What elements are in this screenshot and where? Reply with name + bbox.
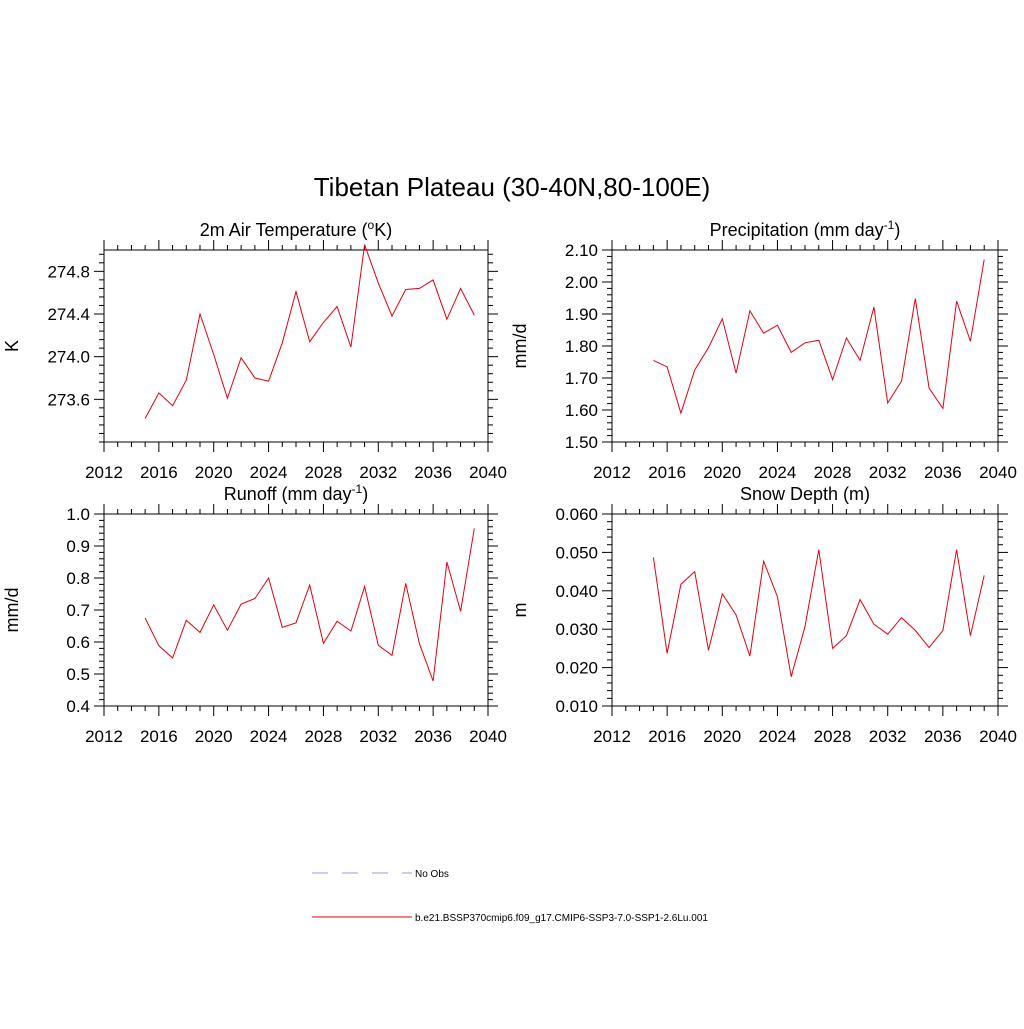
panel-4-series-line (652, 549, 985, 677)
panel-4-xtick-label: 2036 (924, 727, 962, 746)
panel-3-ytick-label: 0.5 (66, 665, 90, 684)
panel-4-frame (611, 513, 999, 707)
panel-4: Snow Depth (m) m 2012 2016 2020 2024 2028 2032 2… (510, 484, 1017, 746)
panel-2-ytick-label: 1.80 (565, 337, 598, 356)
panel-3-ytick-label: 0.9 (66, 537, 90, 556)
panel-3-xtick-label: 2028 (305, 727, 343, 746)
panel-3-series-line (144, 528, 475, 682)
panel-1-xtick-label: 2028 (305, 463, 343, 482)
panel-2-ytick-label: 2.10 (565, 241, 598, 260)
panel-1-title: 2m Air Temperature (oK) (200, 218, 392, 240)
panel-1-ytick-label: 274.4 (47, 305, 90, 324)
legend-label-model: b.e21.BSSP370cmip6.f09_g17.CMIP6-SSP3-7.… (415, 913, 708, 924)
panel-3-ytick-label: 0.7 (66, 601, 90, 620)
panel-2-frame (611, 249, 999, 443)
panel-3-ytick-label: 1.0 (66, 505, 90, 524)
panel-4-title-main: Snow Depth (m) (740, 484, 870, 504)
panel-3-title-main: Runoff (mm day (224, 484, 352, 504)
panel-2-xtick-label: 2032 (869, 463, 907, 482)
panel-3-ytick-label: 0.6 (66, 633, 90, 652)
panel-3-frame (103, 513, 489, 707)
figure-title: Tibetan Plateau (30-40N,80-100E) (314, 172, 711, 202)
panel-1-ytick-label: 274.0 (47, 348, 90, 367)
panel-3-title-sup: -1 (352, 482, 363, 496)
panel-2-xtick-label: 2036 (924, 463, 962, 482)
panel-1-xtick-label: 2024 (250, 463, 288, 482)
panel-1-ylabel: K (2, 340, 22, 352)
panel-1-series-line (144, 244, 475, 419)
legend: No Obs b.e21.BSSP370cmip6.f09_g17.CMIP6-… (312, 869, 708, 924)
panel-2-xtick-label: 2016 (648, 463, 686, 482)
panel-2-title-sup: -1 (884, 218, 895, 232)
panel-2-xtick-label: 2024 (759, 463, 797, 482)
panel-3-xtick-label: 2036 (414, 727, 452, 746)
panel-4-xtick-label: 2012 (593, 727, 631, 746)
panel-3: Runoff (mm day-1) mm/d 2012 2016 2020 2024 202… (2, 482, 507, 746)
panel-2-xtick-label: 2028 (814, 463, 852, 482)
panel-4-ytick-label: 0.040 (555, 582, 598, 601)
panel-2-title-tail: ) (894, 220, 900, 240)
panel-2-ytick-label: 1.50 (565, 433, 598, 452)
legend-label-no-obs: No Obs (415, 869, 449, 880)
panel-2-ytick-label: 2.00 (565, 273, 598, 292)
panel-1-xtick-label: 2040 (469, 463, 507, 482)
panel-4-xtick-label: 2020 (703, 727, 741, 746)
panel-1: 2m Air Temperature (oK) K 2012 2016 2020 2024… (2, 218, 507, 482)
panel-4-ytick-label: 0.060 (555, 505, 598, 524)
panel-2-xtick-label: 2012 (593, 463, 631, 482)
panel-2-ytick-label: 1.60 (565, 401, 598, 420)
panel-3-ytick-label: 0.8 (66, 569, 90, 588)
panel-4-ytick-label: 0.010 (555, 697, 598, 716)
panel-3-xtick-label: 2024 (250, 727, 288, 746)
panel-3-ylabel: mm/d (2, 588, 22, 633)
panel-2-ylabel: mm/d (510, 324, 530, 369)
panel-4-xtick-label: 2016 (648, 727, 686, 746)
panel-1-title-main: 2m Air Temperature ( (200, 220, 368, 240)
panel-4-xtick-label: 2028 (814, 727, 852, 746)
panel-4-xtick-label: 2040 (979, 727, 1017, 746)
panel-1-title-tail: K) (374, 220, 392, 240)
panel-1-xtick-label: 2016 (140, 463, 178, 482)
panel-3-title-tail: ) (362, 484, 368, 504)
panel-2-ytick-label: 1.70 (565, 369, 598, 388)
panel-4-ylabel: m (510, 603, 530, 618)
panel-4-ytick-label: 0.050 (555, 543, 598, 562)
panel-2-title-main: Precipitation (mm day (710, 220, 884, 240)
panel-4-title: Snow Depth (m) (740, 484, 870, 504)
panel-4-xtick-label: 2032 (869, 727, 907, 746)
panel-1-title-sup: o (368, 218, 375, 232)
panel-3-xtick-label: 2020 (195, 727, 233, 746)
panel-2-title: Precipitation (mm day-1) (710, 218, 901, 240)
panel-2-ytick-label: 1.90 (565, 305, 598, 324)
panel-3-xtick-label: 2032 (359, 727, 397, 746)
panel-3-title: Runoff (mm day-1) (224, 482, 368, 504)
panel-1-xtick-label: 2032 (359, 463, 397, 482)
panel-3-ytick-label: 0.4 (66, 697, 90, 716)
panel-1-xtick-label: 2012 (85, 463, 123, 482)
panel-2: Precipitation (mm day-1) mm/d 2012 2016 2020… (510, 218, 1017, 482)
panel-4-ytick-label: 0.030 (555, 620, 598, 639)
panel-1-ytick-label: 273.6 (47, 390, 90, 409)
panel-1-xtick-label: 2036 (414, 463, 452, 482)
chart-panels: 2m Air Temperature (oK) K 2012 2016 2020 2024… (2, 218, 1017, 746)
panel-4-xtick-label: 2024 (759, 727, 797, 746)
panel-2-series-line (653, 259, 985, 415)
panel-2-xtick-label: 2040 (979, 463, 1017, 482)
panel-1-ytick-label: 274.8 (47, 262, 90, 281)
panel-2-xtick-label: 2020 (703, 463, 741, 482)
panel-3-xtick-label: 2040 (469, 727, 507, 746)
panel-3-xtick-label: 2016 (140, 727, 178, 746)
panel-3-xtick-label: 2012 (85, 727, 123, 746)
panel-1-frame (103, 249, 489, 443)
panel-1-xtick-label: 2020 (195, 463, 233, 482)
panel-4-ytick-label: 0.020 (555, 659, 598, 678)
